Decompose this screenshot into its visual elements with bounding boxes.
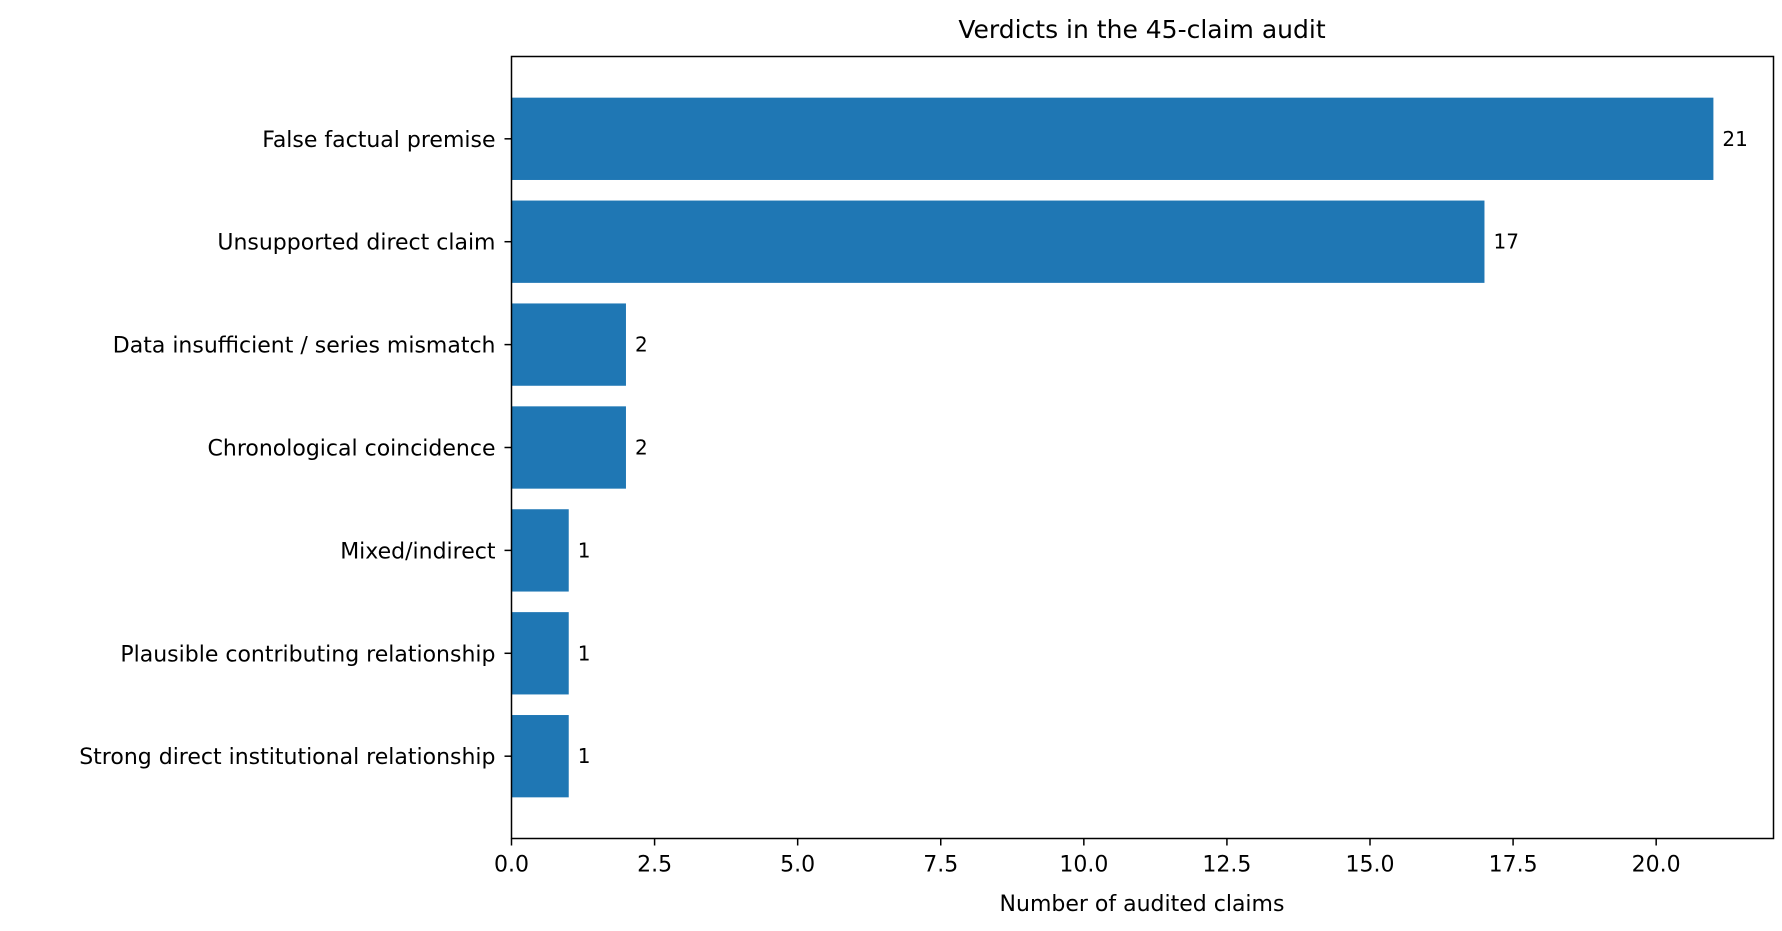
x-tick-label-2: 5.0	[780, 853, 815, 878]
bar-4	[511, 509, 569, 592]
bars-group	[511, 97, 1714, 798]
x-tick-label-4: 10.0	[1059, 853, 1108, 878]
bar-1	[511, 200, 1485, 283]
bar-3	[511, 406, 626, 489]
category-label-5: Plausible contributing relationship	[120, 642, 495, 667]
x-axis: 0.0 2.5 5.0 7.5 10.0 12.5 15.0 17.5 20.0	[494, 838, 1681, 878]
value-label-0: 21	[1722, 127, 1747, 151]
x-tick-label-3: 7.5	[923, 853, 958, 878]
category-label-2: Data insufficient / series mismatch	[113, 334, 496, 359]
category-label-3: Chronological coincidence	[208, 437, 496, 462]
x-tick-label-0: 0.0	[494, 853, 529, 878]
category-label-6: Strong direct institutional relationship	[79, 745, 495, 770]
x-tick-label-6: 15.0	[1346, 853, 1395, 878]
x-tick-label-8: 20.0	[1632, 853, 1681, 878]
value-label-6: 1	[578, 744, 591, 768]
x-tick-label-7: 17.5	[1489, 853, 1538, 878]
x-axis-label: Number of audited claims	[1000, 892, 1285, 917]
plot-frame	[510, 55, 1775, 840]
value-label-5: 1	[578, 641, 591, 665]
y-axis: False factual premise Unsupported direct …	[79, 128, 512, 770]
value-label-4: 1	[578, 538, 591, 562]
value-label-1: 17	[1493, 230, 1518, 254]
bar-5	[511, 612, 569, 695]
x-tick-label-1: 2.5	[637, 853, 672, 878]
value-label-3: 2	[635, 436, 648, 460]
category-label-4: Mixed/indirect	[340, 539, 496, 564]
x-tick-label-5: 12.5	[1202, 853, 1251, 878]
category-label-1: Unsupported direct claim	[217, 231, 495, 256]
bar-0	[511, 97, 1714, 180]
value-label-2: 2	[635, 333, 648, 357]
bar-2	[511, 303, 626, 386]
bar-6	[511, 715, 569, 798]
category-label-0: False factual premise	[262, 128, 495, 153]
chart-title: Verdicts in the 45-claim audit	[958, 15, 1325, 44]
